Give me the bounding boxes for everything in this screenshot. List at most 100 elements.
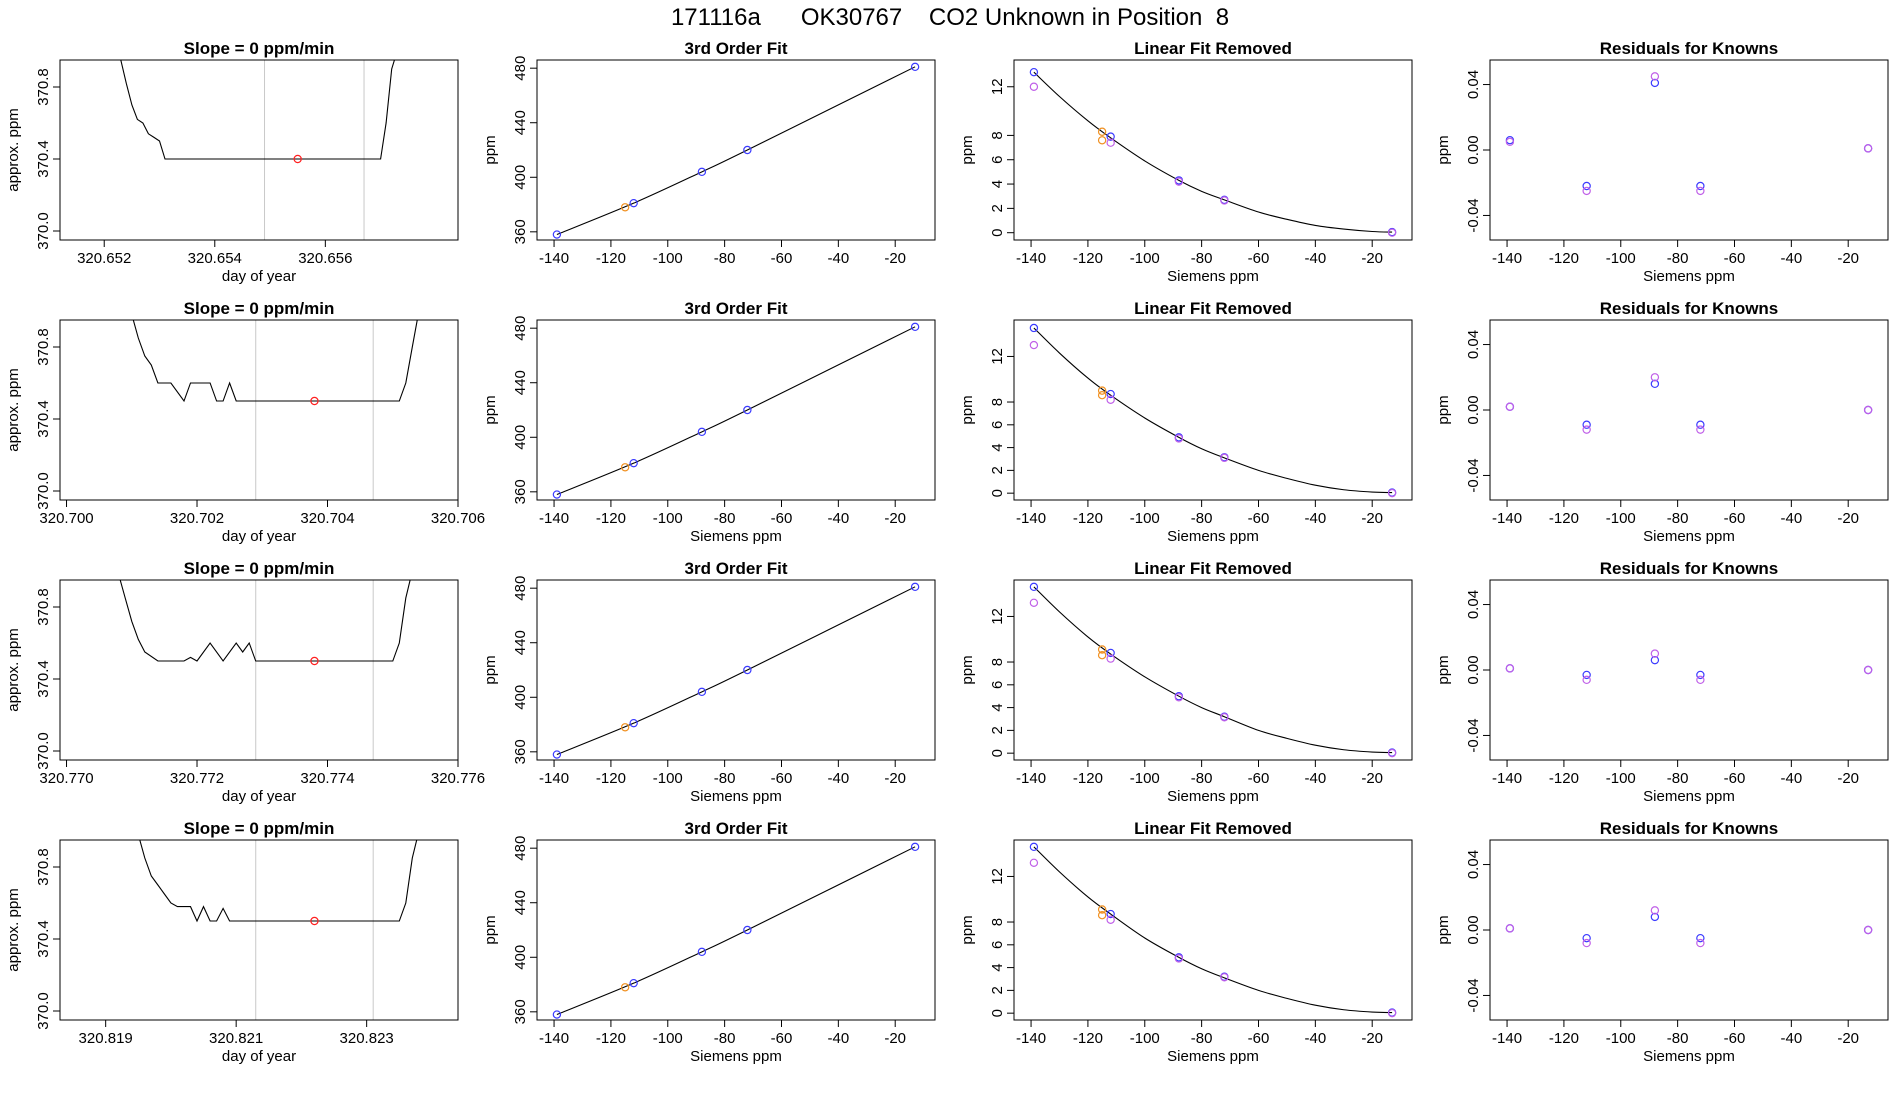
data-point (1696, 670, 1705, 680)
data-point (1029, 582, 1039, 592)
data-point (620, 983, 630, 992)
data-point (1097, 910, 1107, 920)
y-tick-label: 360 (512, 999, 529, 1024)
y-tick-label: 370.8 (35, 68, 52, 106)
data-point (1650, 379, 1660, 389)
data-point (293, 154, 302, 164)
data-point (1863, 405, 1873, 415)
plot-area (552, 322, 920, 499)
data-point (1097, 136, 1107, 145)
x-tick-label: -60 (1248, 1030, 1270, 1047)
chart-panel-1: 320.652 320.654 320.656 370.0 370.4 370.8 Slop… (5, 39, 459, 285)
x-tick-label: -20 (884, 770, 906, 787)
fit-curve (556, 326, 916, 496)
x-axis-label: Siemens ppm (1643, 268, 1735, 285)
data-point (1650, 78, 1660, 88)
y-tick-label: -0.04 (1465, 198, 1482, 232)
x-tick-label: -140 (539, 1030, 569, 1047)
data-point (1387, 488, 1397, 498)
y-tick-label: 400 (512, 945, 529, 970)
y-tick-label: 440 (512, 110, 529, 135)
x-tick-label: -60 (1724, 770, 1746, 787)
data-point (1106, 395, 1115, 404)
x-tick-label: 320.772 (170, 770, 224, 787)
y-tick-label: 4 (989, 443, 1006, 451)
chart-panel-9: 320.770 320.772 320.774 320.776 370.0 370.4 37… (5, 559, 485, 805)
data-point (1387, 228, 1397, 237)
data-point (1863, 144, 1873, 153)
x-axis-label: day of year (222, 1048, 296, 1065)
y-tick-label: 370.4 (35, 660, 52, 698)
x-tick-label: -60 (1248, 510, 1270, 527)
plot-frame (536, 579, 936, 761)
x-tick-label: -60 (771, 250, 793, 267)
x-tick-label: -140 (539, 770, 569, 787)
y-tick-label: 480 (512, 576, 529, 601)
x-tick-label: 320.819 (79, 1030, 133, 1047)
data-point (1505, 924, 1515, 933)
x-tick-label: 320.702 (170, 510, 224, 527)
y-tick-label: 360 (512, 219, 529, 244)
x-tick-label: -140 (1492, 510, 1522, 527)
y-tick-label: 400 (512, 165, 529, 190)
y-axis-label: ppm (482, 915, 499, 944)
x-tick-label: -100 (653, 1030, 683, 1047)
data-point (620, 723, 630, 732)
y-tick-label: 0.04 (1465, 330, 1482, 359)
data-point (1650, 72, 1660, 81)
x-tick-label: -20 (884, 250, 906, 267)
x-tick-label: 320.704 (300, 510, 354, 527)
plot-area (1029, 323, 1397, 498)
data-point (1029, 323, 1039, 333)
y-tick-label: 0.04 (1465, 590, 1482, 619)
y-tick-label: 0.04 (1465, 70, 1482, 99)
y-tick-label: 370.4 (35, 920, 52, 958)
y-axis-label: ppm (1435, 135, 1452, 164)
data-point (1106, 654, 1115, 663)
y-tick-label: 0 (989, 1009, 1006, 1017)
plot-area (552, 842, 920, 1019)
y-tick-label: 12 (989, 608, 1006, 625)
y-tick-label: 4 (989, 963, 1006, 971)
y-tick-label: 0.00 (1465, 395, 1482, 424)
chart-panel-6: -140 -120 -100 -80 -60 -40 -20 360 400 440 480 3rd … (482, 299, 936, 545)
x-tick-label: -20 (884, 510, 906, 527)
y-tick-label: -0.04 (1465, 458, 1482, 492)
y-tick-label: 2 (989, 204, 1006, 212)
x-axis-label: Siemens ppm (1643, 788, 1735, 805)
x-tick-label: -100 (1606, 1030, 1636, 1047)
data-point (620, 203, 630, 212)
chart-panel-16: -140 -120 -100 -80 -60 -40 -20 -0.04 0.00 0.04 Res… (1435, 819, 1889, 1065)
y-tick-label: 370.0 (35, 212, 52, 250)
y-tick-label: 8 (989, 131, 1006, 139)
fit-curve (1033, 327, 1393, 494)
data-point (1696, 420, 1705, 429)
y-axis-label: ppm (959, 655, 976, 684)
data-point (1220, 196, 1229, 205)
data-point (1505, 137, 1515, 147)
x-tick-label: -80 (714, 1030, 736, 1047)
x-tick-label: -80 (714, 510, 736, 527)
x-tick-label: -120 (1549, 510, 1579, 527)
x-tick-label: -60 (1248, 770, 1270, 787)
x-axis-label: Siemens ppm (1167, 1048, 1259, 1065)
plot-frame (59, 319, 459, 501)
panel-title: Slope = 0 ppm/min (184, 299, 335, 318)
y-tick-label: 480 (512, 836, 529, 861)
y-axis-label: ppm (482, 655, 499, 684)
y-tick-label: 0.00 (1465, 915, 1482, 944)
data-point (1582, 933, 1591, 943)
x-tick-label: -120 (1073, 250, 1103, 267)
panel-title: 3rd Order Fit (685, 819, 788, 838)
data-point (629, 718, 638, 728)
data-point (1029, 858, 1039, 867)
y-axis-label: ppm (482, 135, 499, 164)
x-tick-label: -80 (1191, 1030, 1213, 1047)
data-point (310, 916, 319, 926)
x-tick-label: -100 (1130, 770, 1160, 787)
data-point (743, 925, 752, 935)
y-tick-label: 6 (989, 681, 1006, 689)
x-tick-label: -20 (1361, 510, 1383, 527)
x-tick-label: -40 (1780, 770, 1802, 787)
y-tick-label: 440 (512, 370, 529, 395)
